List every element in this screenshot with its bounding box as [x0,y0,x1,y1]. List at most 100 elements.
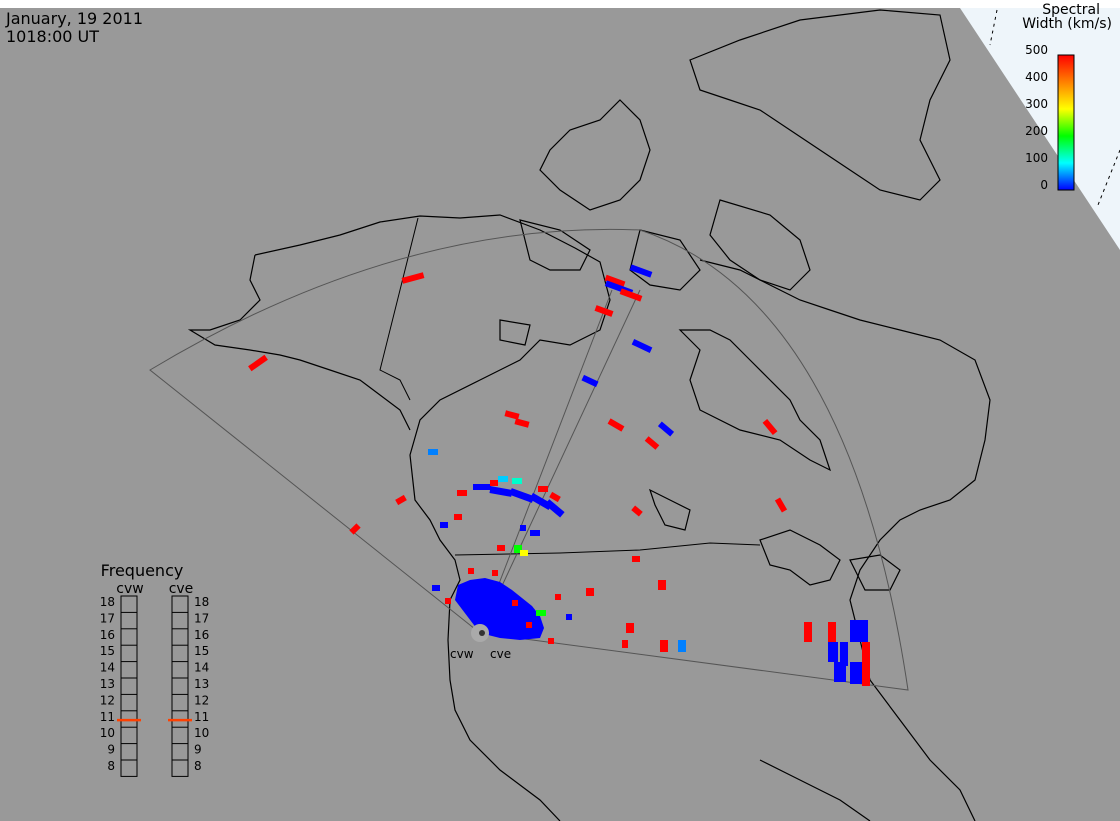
scatter-cell [504,410,520,420]
scatter-cell [828,642,838,662]
scatter-cell [631,505,643,517]
scatter-cell [512,478,522,484]
scatter-cell [626,623,634,633]
scatter-cell [440,522,448,528]
scatter-cell [526,622,532,628]
frequency-scale-label-right: 10 [194,726,209,740]
frequency-column-cve [171,595,189,777]
scatter-cell [607,418,625,432]
scatter-cell [660,640,668,652]
scatter-cell [432,585,440,591]
frequency-scale-label-right: 16 [194,628,209,642]
radar-fov [149,228,909,691]
scatter-cell [544,499,565,518]
time-label: 1018:00 UT [6,27,99,46]
radar-site-center [479,630,485,636]
colorbar-tick-label: 500 [1025,43,1048,57]
scatter-cell [401,272,425,284]
frequency-column-cvw [120,595,138,777]
scatter-cell [619,288,643,302]
scatter-cell [834,662,846,682]
scatter-cell [774,497,788,513]
colorbar-title-2: Width (km/s) [1022,16,1112,32]
coast-arctic-islands [539,99,651,211]
scatter-cell [622,640,628,648]
scatter-cell [862,666,870,686]
scatter-cell [530,530,540,536]
scatter-cell [631,339,653,353]
coast-great-lakes [759,529,901,591]
colorbar-tick-label: 400 [1025,70,1048,84]
frequency-panel: Frequency cvw cve 18 18 17 17 16 16 15 15 14 14 13… [100,561,209,777]
scatter-cell [548,638,554,644]
scatter-cell [828,622,836,642]
frequency-scale: 18 18 17 17 16 16 15 15 14 14 13 13 12 12 11 11 10 10 9 9 8 8 [100,595,209,777]
scatter-cell [555,594,561,600]
scatter-cell [678,640,686,652]
scatter-cell [840,642,848,666]
scatter-cell [512,600,518,606]
coast-greenland [689,9,951,201]
border-alaska-canada [379,217,419,401]
scatter-cell [473,484,491,490]
radar-sites: cvw cve [450,624,511,661]
scatter-cell [549,491,561,503]
scatter-cell [536,610,546,616]
coast-labrador [699,259,991,821]
scatter-cells [248,264,870,686]
scatter-cell [520,525,526,531]
scatter-cell [514,418,530,428]
frequency-scale-label-right: 12 [194,693,209,707]
scatter-cell [644,436,660,450]
colorbar-tick-label: 200 [1025,124,1048,138]
scatter-cell [489,486,513,497]
scatter-cell [594,305,614,317]
map-background [0,8,1120,821]
frequency-label-cve: cve [169,581,194,597]
frequency-scale-label-right: 18 [194,595,209,609]
fov-beam-1 [479,289,613,634]
scatter-cell [538,486,548,492]
frequency-scale-label-left: 9 [107,743,115,757]
coast-great-bear [499,319,531,346]
scatter-cell [520,550,528,556]
scatter-cell [658,580,666,590]
scatter-cell [581,374,599,388]
frequency-scale-label-right: 17 [194,611,209,625]
colorbar-title-1: Spectral [1042,2,1100,18]
map-outer-region [960,8,1120,250]
coast-alaska [254,214,611,821]
scatter-cell [804,622,812,642]
frequency-scale-label-right: 8 [194,759,202,773]
colorbar-tick-label: 100 [1025,151,1048,165]
scatter-cell [497,545,505,551]
scatter-cell [604,274,626,288]
frequency-scale-label-left: 12 [100,693,115,707]
frequency-scale-label-right: 13 [194,677,209,691]
scatter-cell [492,570,498,576]
radar-label-cve: cve [490,647,511,661]
coast-baffin [709,199,811,291]
scatter-cell [586,588,594,596]
frequency-scale-label-left: 16 [100,628,115,642]
fov-beam-2 [479,289,641,634]
coast-hudson-bay [678,329,832,472]
frequency-scale-label-left: 10 [100,726,115,740]
frequency-scale-label-left: 13 [100,677,115,691]
map-grid-dashes [989,9,1120,206]
frequency-scale-label-left: 17 [100,611,115,625]
date-label: January, 19 2011 [5,9,143,28]
frequency-scale-label-left: 14 [100,661,115,675]
fov-outline [149,228,909,691]
scatter-cell [509,488,535,503]
scatter-cell [248,354,268,372]
frequency-scale-label-left: 15 [100,644,115,658]
frequency-title: Frequency [101,561,184,580]
scatter-cell [468,568,474,574]
frequency-scale-label-right: 14 [194,661,209,675]
frequency-scale-label-left: 11 [100,710,115,724]
frequency-scale-label-left: 18 [100,595,115,609]
scatter-cell [862,642,870,666]
scatter-cell [490,480,498,486]
